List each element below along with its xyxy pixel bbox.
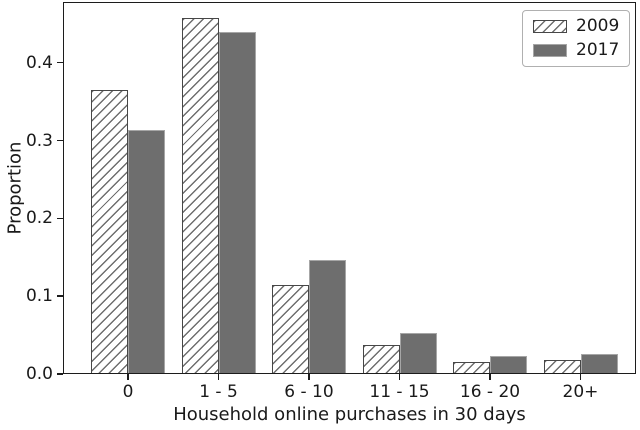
x-tick-label: 6 - 10 [284, 382, 334, 402]
x-tick-mark [398, 374, 401, 380]
bar-2009-group3 [362, 345, 400, 374]
legend-label-2017: 2017 [576, 40, 620, 60]
y-tick-mark [57, 295, 63, 297]
bar-2017-group5 [580, 353, 618, 374]
bar-2017-group1 [218, 32, 256, 374]
y-tick-label: 0.1 [25, 286, 53, 307]
y-tick-label: 0.4 [25, 52, 53, 73]
bar-2017-group0 [128, 129, 165, 374]
legend: 2009 2017 [522, 10, 631, 67]
x-tick-label: 0 [122, 382, 134, 402]
y-tick-mark [57, 373, 63, 375]
x-tick-mark [579, 374, 582, 380]
bar-2009-group1 [181, 18, 219, 374]
y-tick-mark [57, 217, 63, 220]
x-axis-line [63, 372, 636, 374]
x-tick-label: 20+ [562, 382, 599, 402]
bar-2009-group0 [91, 89, 128, 374]
x-tick-mark [489, 374, 491, 380]
legend-item-2017: 2017 [533, 41, 619, 60]
bar-2017-group4 [490, 356, 527, 374]
bar-2017-group3 [399, 332, 437, 374]
x-tick-label: 11 - 15 [369, 382, 430, 402]
y-tick-mark [57, 139, 63, 142]
legend-swatch-solid-icon [533, 44, 567, 57]
legend-swatch-hatched-icon [533, 20, 567, 33]
x-tick-mark [127, 374, 129, 380]
bar-2017-group2 [309, 259, 346, 374]
x-tick-mark [308, 374, 310, 380]
y-tick-mark [57, 62, 63, 64]
y-tick-label: 0.0 [25, 364, 53, 384]
x-axis-label: Household online purchases in 30 days [173, 404, 526, 425]
y-tick-label: 0.3 [25, 130, 53, 151]
x-tick-label: 16 - 20 [459, 382, 521, 402]
legend-label-2009: 2009 [576, 16, 620, 36]
x-tick-label: 1 - 5 [199, 382, 238, 402]
x-tick-mark [217, 374, 220, 380]
bar-2009-group2 [272, 284, 309, 374]
bar-2009-group5 [543, 359, 581, 374]
y-tick-label: 0.2 [25, 208, 53, 229]
legend-item-2009: 2009 [533, 17, 619, 36]
